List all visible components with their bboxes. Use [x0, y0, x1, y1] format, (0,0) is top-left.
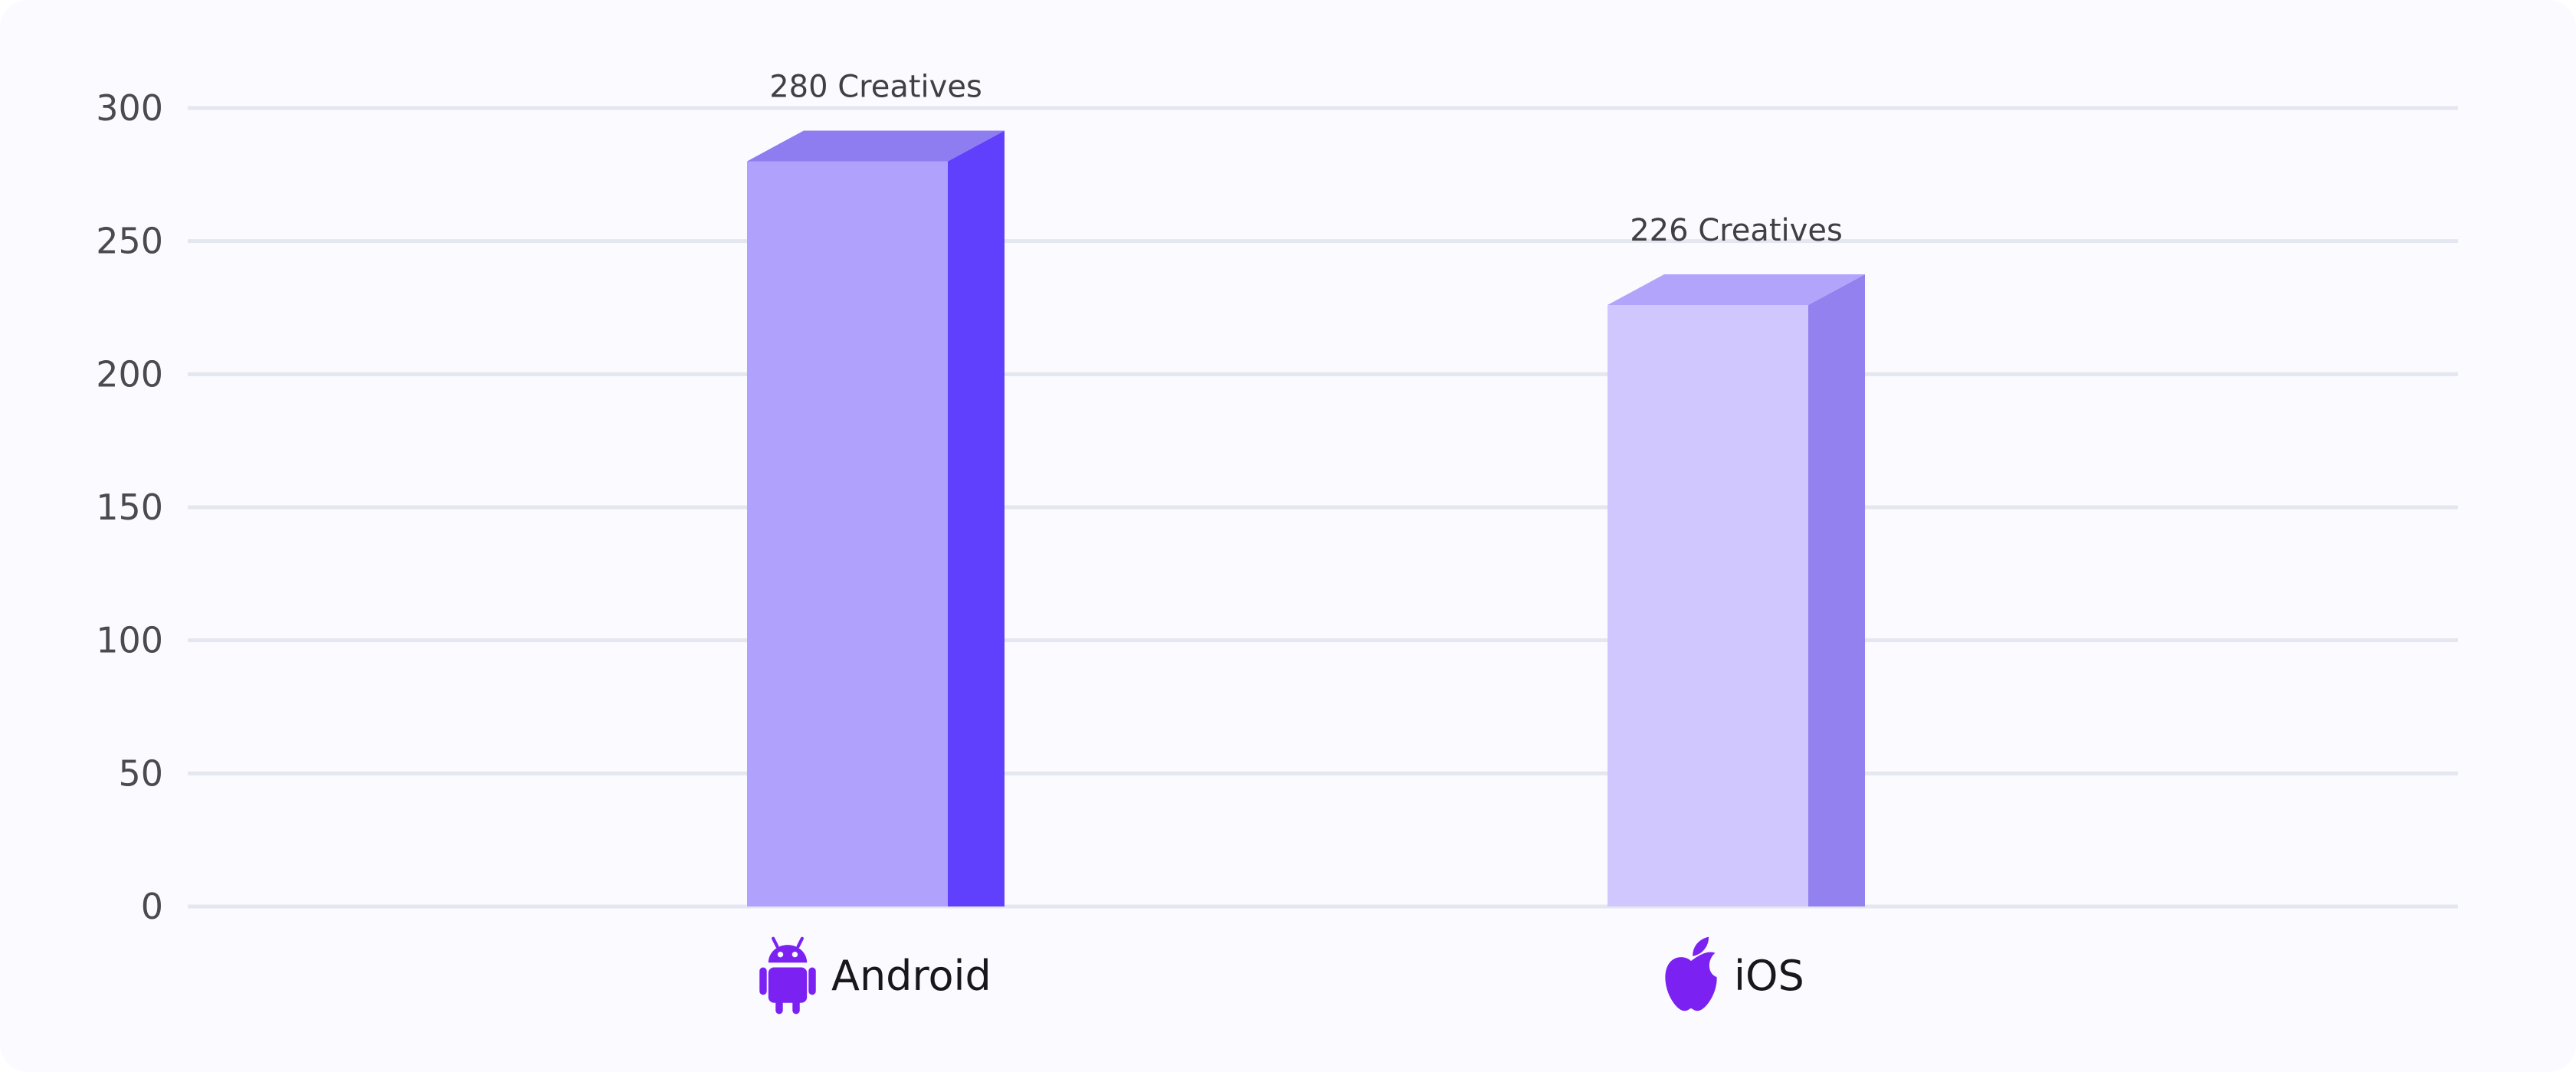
- data-label-android: 280 Creatives: [769, 69, 982, 104]
- y-tick-label-100: 100: [96, 620, 163, 661]
- bar-top-android: [747, 130, 1005, 162]
- y-tick-label-0: 0: [141, 886, 163, 927]
- x-axis: Android iOS: [759, 936, 1804, 1015]
- y-tick-label-50: 50: [118, 752, 163, 794]
- android-icon: [759, 936, 816, 1015]
- y-tick-label-200: 200: [96, 353, 163, 395]
- y-tick-label-150: 150: [96, 487, 163, 528]
- apple-icon: [1665, 936, 1717, 1011]
- bars: 280 Creatives 226 Creatives: [747, 69, 1865, 906]
- gridlines: [188, 106, 2458, 909]
- y-tick-label-250: 250: [96, 221, 163, 262]
- bar-top-ios: [1608, 274, 1865, 306]
- x-tick-label-android: Android: [831, 952, 991, 1000]
- x-tick-label-ios: iOS: [1734, 952, 1804, 1000]
- data-label-ios: 226 Creatives: [1630, 213, 1843, 248]
- bar-ios: 226 Creatives: [1608, 213, 1865, 906]
- bar-front-ios: [1608, 305, 1808, 906]
- bar-front-android: [747, 161, 948, 906]
- bar-side-android: [948, 130, 1005, 906]
- y-tick-label-300: 300: [96, 87, 163, 129]
- bar-side-ios: [1808, 274, 1865, 906]
- bar-android: 280 Creatives: [747, 69, 1005, 906]
- y-axis: 0 50 100 150 200 250 300: [96, 87, 163, 927]
